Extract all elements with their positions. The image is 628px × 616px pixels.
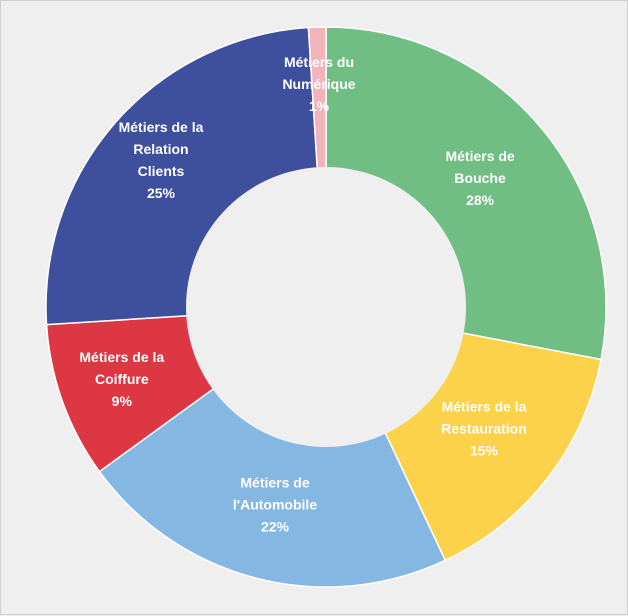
slice-category-label: Bouche bbox=[454, 170, 506, 186]
slice-value-label: 28% bbox=[466, 192, 495, 208]
slice-category-label: Clients bbox=[138, 163, 185, 179]
slice-category-label: Relation bbox=[133, 141, 188, 157]
slice-label-group-1: Métiers de Bouche 28% bbox=[445, 148, 514, 208]
slice-category-label: Numérique bbox=[282, 76, 355, 92]
slice-category-label: Métiers du bbox=[284, 54, 354, 70]
slice-category-label: Métiers de la bbox=[119, 119, 204, 135]
slice-category-label: Métiers de la bbox=[79, 349, 164, 365]
slice-category-label: Coiffure bbox=[95, 371, 149, 387]
slice-value-label: 22% bbox=[261, 518, 290, 534]
donut-hole bbox=[186, 167, 466, 447]
slice-label-group-4: Métiers de la Coiffure 9% bbox=[79, 349, 164, 409]
slice-category-label: l'Automobile bbox=[233, 496, 317, 512]
slice-category-label: Métiers de bbox=[445, 148, 514, 164]
slice-category-label: Restauration bbox=[441, 420, 527, 436]
labels-layer: Métiers de Bouche 28% Métiers de la Restaura… bbox=[79, 54, 526, 534]
slice-value-label: 1% bbox=[309, 98, 330, 114]
slice-label-group-2: Métiers de la Restauration 15% bbox=[441, 398, 527, 458]
slice-label-group-6: Métiers du Numérique 1% bbox=[282, 54, 355, 114]
slice-category-label: Métiers de bbox=[240, 474, 309, 490]
slice-value-label: 25% bbox=[147, 185, 176, 201]
slice-label-group-3: Métiers de l'Automobile 22% bbox=[233, 474, 317, 534]
slice-value-label: 9% bbox=[112, 393, 133, 409]
slice-category-label: Métiers de la bbox=[442, 398, 527, 414]
slice-label-group-5: Métiers de la Relation Clients 25% bbox=[119, 119, 204, 201]
slice-value-label: 15% bbox=[470, 442, 499, 458]
